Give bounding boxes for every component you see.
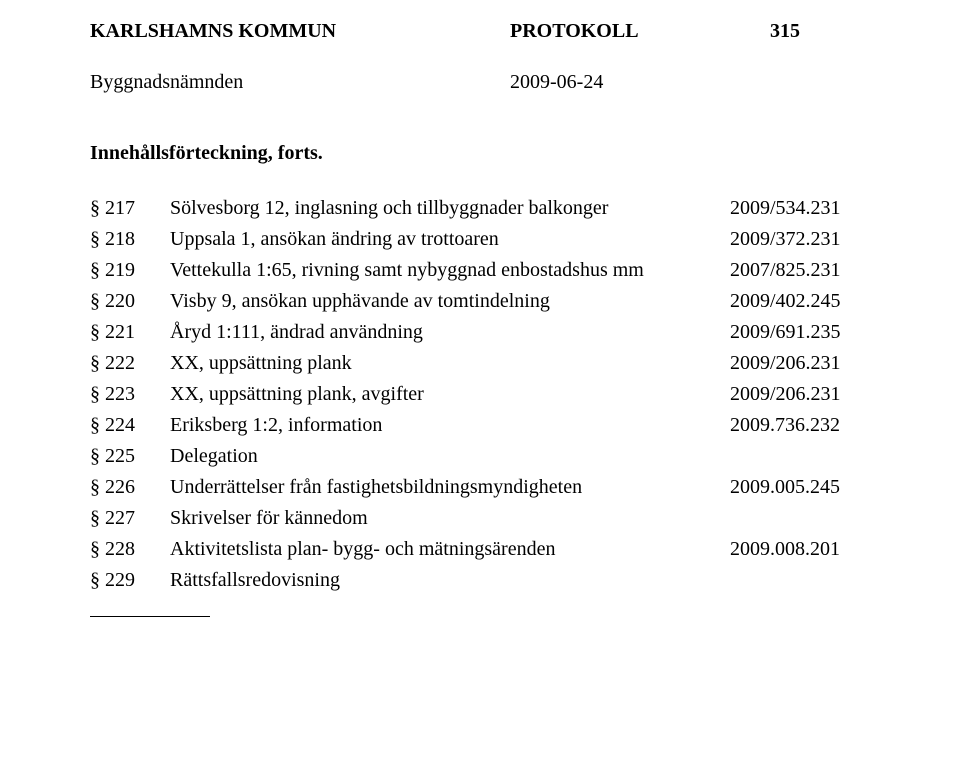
section-description: Åryd 1:111, ändrad användning xyxy=(170,317,730,348)
table-row: § 217 Sölvesborg 12, inglasning och till… xyxy=(90,193,870,224)
section-description: Uppsala 1, ansökan ändring av trottoaren xyxy=(170,224,730,255)
toc-title: Innehållsförteckning, forts. xyxy=(90,142,870,165)
header-pageno: 315 xyxy=(770,20,870,43)
section-reference: 2007/825.231 xyxy=(730,255,870,286)
section-number: § 225 xyxy=(90,441,170,472)
header-row: KARLSHAMNS KOMMUN PROTOKOLL 315 xyxy=(90,20,870,43)
section-reference: 2009/372.231 xyxy=(730,224,870,255)
section-description: Aktivitetslista plan- bygg- och mätnings… xyxy=(170,534,730,565)
section-number: § 220 xyxy=(90,286,170,317)
table-row: § 223 XX, uppsättning plank, avgifter 20… xyxy=(90,379,870,410)
section-reference: 2009/206.231 xyxy=(730,379,870,410)
section-description: Underrättelser från fastighetsbildningsm… xyxy=(170,472,730,503)
section-reference xyxy=(730,441,870,472)
section-number: § 224 xyxy=(90,410,170,441)
section-description: Delegation xyxy=(170,441,730,472)
section-description: Skrivelser för kännedom xyxy=(170,503,730,534)
table-row: § 218 Uppsala 1, ansökan ändring av trot… xyxy=(90,224,870,255)
section-number: § 226 xyxy=(90,472,170,503)
section-description: Visby 9, ansökan upphävande av tomtindel… xyxy=(170,286,730,317)
section-number: § 218 xyxy=(90,224,170,255)
section-reference: 2009/534.231 xyxy=(730,193,870,224)
divider-line xyxy=(90,596,870,622)
section-number: § 217 xyxy=(90,193,170,224)
section-number: § 229 xyxy=(90,565,170,596)
page: KARLSHAMNS KOMMUN PROTOKOLL 315 Byggnads… xyxy=(0,0,960,622)
section-reference xyxy=(730,565,870,596)
section-reference: 2009/206.231 xyxy=(730,348,870,379)
table-row: § 227 Skrivelser för kännedom xyxy=(90,503,870,534)
section-description: Eriksberg 1:2, information xyxy=(170,410,730,441)
section-reference: 2009/691.235 xyxy=(730,317,870,348)
section-description: Rättsfallsredovisning xyxy=(170,565,730,596)
subheader-row: Byggnadsnämnden 2009-06-24 xyxy=(90,71,870,94)
committee-name: Byggnadsnämnden xyxy=(90,71,510,94)
table-row: § 226 Underrättelser från fastighetsbild… xyxy=(90,472,870,503)
section-description: Sölvesborg 12, inglasning och tillbyggna… xyxy=(170,193,730,224)
section-reference: 2009.008.201 xyxy=(730,534,870,565)
section-reference: 2009.736.232 xyxy=(730,410,870,441)
section-number: § 219 xyxy=(90,255,170,286)
section-description: Vettekulla 1:65, rivning samt nybyggnad … xyxy=(170,255,730,286)
meeting-date: 2009-06-24 xyxy=(510,71,870,94)
table-row: § 225 Delegation xyxy=(90,441,870,472)
table-row: § 222 XX, uppsättning plank 2009/206.231 xyxy=(90,348,870,379)
section-number: § 222 xyxy=(90,348,170,379)
toc-table: § 217 Sölvesborg 12, inglasning och till… xyxy=(90,193,870,596)
section-description: XX, uppsättning plank xyxy=(170,348,730,379)
table-row: § 221 Åryd 1:111, ändrad användning 2009… xyxy=(90,317,870,348)
section-number: § 228 xyxy=(90,534,170,565)
header-org: KARLSHAMNS KOMMUN xyxy=(90,20,510,43)
section-reference: 2009.005.245 xyxy=(730,472,870,503)
table-row: § 219 Vettekulla 1:65, rivning samt nyby… xyxy=(90,255,870,286)
section-reference xyxy=(730,503,870,534)
section-number: § 227 xyxy=(90,503,170,534)
section-description: XX, uppsättning plank, avgifter xyxy=(170,379,730,410)
section-number: § 221 xyxy=(90,317,170,348)
table-row: § 224 Eriksberg 1:2, information 2009.73… xyxy=(90,410,870,441)
section-reference: 2009/402.245 xyxy=(730,286,870,317)
section-number: § 223 xyxy=(90,379,170,410)
header-doctype: PROTOKOLL xyxy=(510,20,770,43)
table-row: § 228 Aktivitetslista plan- bygg- och mä… xyxy=(90,534,870,565)
table-row: § 229 Rättsfallsredovisning xyxy=(90,565,870,596)
table-row: § 220 Visby 9, ansökan upphävande av tom… xyxy=(90,286,870,317)
